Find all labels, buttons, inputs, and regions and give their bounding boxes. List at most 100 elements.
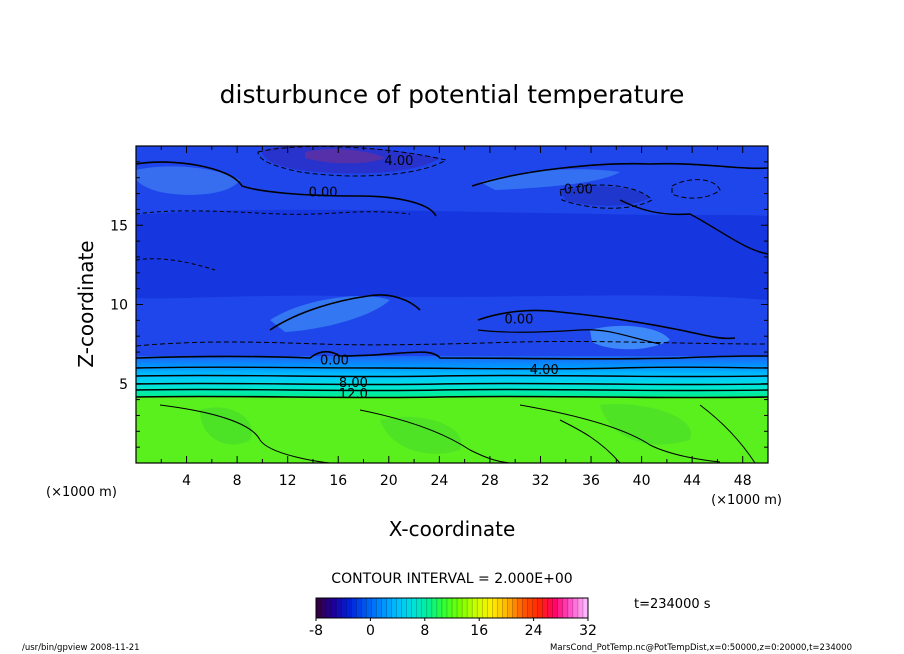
x-axis-title: X-coordinate	[389, 517, 516, 541]
colorbar-segment	[567, 598, 574, 618]
x-axis-ticks: 4 8 12 16 20 24 28 32 36 40 44 48	[160, 146, 752, 489]
colorbar-segment	[482, 598, 488, 618]
colorbar-segment	[431, 598, 438, 618]
colorbar-segment	[371, 598, 377, 618]
colorbar-segment	[497, 598, 503, 618]
cool-anomaly-core	[305, 149, 385, 164]
contour-4-band	[136, 366, 768, 370]
colorbar-segment	[356, 598, 362, 618]
colorbar-segment	[532, 598, 539, 618]
contour-lower-4	[559, 419, 621, 463]
colorbar-segment	[472, 598, 478, 618]
warm-patch-top-left	[136, 166, 240, 195]
x-tick-label: 40	[633, 473, 651, 489]
colorbar-segment	[577, 598, 584, 618]
contour-label: 12.0	[339, 387, 368, 402]
colorbar-ticks: -8 0 8 16 24 32	[309, 618, 597, 639]
colorbar-segment	[391, 598, 398, 618]
contour-zero-mid-right	[477, 309, 736, 340]
colorbar-segment	[341, 598, 347, 618]
contour-label: 0.00	[505, 312, 534, 327]
contour-10-band	[136, 388, 768, 392]
colorbar-segment	[381, 598, 388, 618]
contour-label: 4.00	[384, 154, 413, 169]
colorbar-segment	[492, 598, 498, 618]
colorbar-segment	[321, 598, 327, 618]
colorbar-segment	[547, 598, 554, 618]
colorbar-segment	[316, 598, 322, 618]
colorbar-frame	[315, 597, 589, 619]
x-tick-label: 32	[532, 473, 550, 489]
colorbar-segment	[396, 598, 403, 618]
colorbar-segment	[462, 598, 468, 618]
contour-zero-upper-left	[136, 161, 437, 217]
colorbar-segment	[557, 598, 564, 618]
contour-zero-upper-right	[471, 162, 768, 187]
colorbar-tick-label: 32	[579, 623, 597, 639]
x-tick-label: 8	[233, 473, 242, 489]
colorbar-segment	[582, 598, 589, 618]
colorbar	[315, 598, 589, 618]
contour-zero-right-wave	[619, 199, 768, 255]
contour-neg-right-oval	[559, 184, 653, 209]
contour-interval-label: CONTOUR INTERVAL = 2.000E+00	[331, 571, 572, 587]
colorbar-segment	[452, 598, 458, 618]
x-tick-label: 12	[279, 473, 297, 489]
colorbar-segment	[457, 598, 463, 618]
colorbar-segment	[562, 598, 569, 618]
colorbar-segment	[366, 598, 372, 618]
x-tick-label: 24	[430, 473, 448, 489]
contour-mid-chain	[269, 294, 421, 331]
y-axis-ticks: 5 10 15	[110, 161, 768, 448]
warm-patch-mid	[270, 296, 390, 332]
colorbar-segment	[436, 598, 443, 618]
colorbar-segment	[416, 598, 423, 618]
contour-zero-band	[136, 350, 768, 360]
colorbar-segment	[467, 598, 473, 618]
green-variation-2	[380, 416, 462, 454]
y-tick-label: 5	[119, 377, 128, 393]
green-variation-3	[600, 404, 692, 445]
contour-neg-far-right	[671, 179, 721, 199]
contour-4-neg-top	[257, 146, 448, 177]
contour-zero-mid-right-lower	[477, 329, 661, 345]
time-label: t=234000 s	[634, 597, 711, 612]
x-tick-label: 28	[481, 473, 499, 489]
colorbar-segment	[542, 598, 549, 618]
x-tick-label: 20	[380, 473, 398, 489]
contour-dashed-band-top	[136, 340, 768, 347]
footer-right: MarsCond_PotTemp.nc@PotTempDist,x=0:5000…	[550, 643, 852, 653]
colorbar-segment	[351, 598, 357, 618]
colorbar-segment	[522, 598, 529, 618]
x-tick-label: 4	[182, 473, 191, 489]
contour-lower-1	[159, 404, 331, 463]
contour-label: 4.00	[530, 363, 559, 378]
y-axis-title: Z-coordinate	[74, 240, 98, 367]
colorbar-segment	[386, 598, 393, 618]
contour-label: 8.00	[339, 376, 368, 391]
x-tick-label: 44	[683, 473, 701, 489]
colorbar-tick-label: -8	[309, 623, 323, 639]
y-axis-unit: (×1000 m)	[46, 485, 117, 500]
colorbar-segment	[572, 598, 579, 618]
contour-12-band	[136, 395, 768, 399]
colorbar-segment	[376, 598, 382, 618]
colorbar-segment	[517, 598, 524, 618]
colorbar-segment	[527, 598, 534, 618]
colorbar-segment	[552, 598, 559, 618]
contour-lines	[136, 146, 768, 463]
colorbar-segment	[331, 598, 337, 618]
colorbar-tick-label: 0	[366, 623, 375, 639]
contour-8-band	[136, 382, 768, 386]
colorbar-segment	[487, 598, 493, 618]
cool-anomaly-right	[560, 186, 650, 206]
colorbar-segment	[512, 598, 518, 618]
contour-label: 0.00	[564, 182, 593, 197]
colorbar-segment	[421, 598, 428, 618]
colorbar-tick-label: 24	[525, 623, 543, 639]
colorbar-tick-label: 8	[420, 623, 429, 639]
deep-blue-zone	[136, 209, 768, 300]
contour-label: 0.00	[309, 186, 338, 201]
colorbar-segment	[401, 598, 408, 618]
